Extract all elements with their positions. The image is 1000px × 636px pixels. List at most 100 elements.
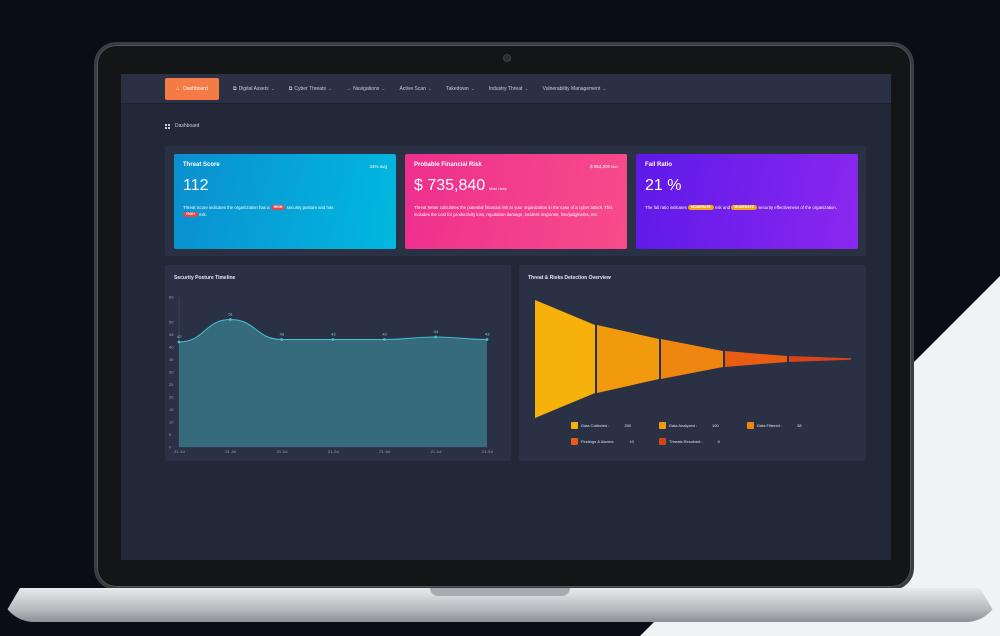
nav-item-label: Takedown <box>446 85 469 92</box>
desc-text: risk. <box>198 212 207 217</box>
legend-item[interactable]: Data Analyzed : 100 <box>659 422 719 429</box>
data-point <box>485 338 489 341</box>
card-meta: 34% avg <box>369 164 387 169</box>
threat-funnel-chart <box>535 300 851 418</box>
home-icon: ⌂ <box>176 85 180 92</box>
data-point <box>434 335 438 339</box>
legend-item[interactable]: Findings & Alarms: 10 <box>571 438 634 445</box>
x-tick-label: 21 Jul <box>174 449 185 454</box>
y-tick-label: 25 <box>169 382 174 387</box>
threat-detection-panel: Threat & Risks Detection Overview Data C… <box>519 265 866 461</box>
nav-takedown[interactable]: Takedown ⌄ <box>446 86 475 92</box>
y-tick-label: 45 <box>169 332 174 337</box>
security-posture-panel: Security Posture Timeline 0 5 10 15 20 25 30 35… <box>165 265 511 461</box>
data-point <box>331 338 335 341</box>
nav-dashboard-button[interactable]: ⌂ Dashboard <box>165 77 219 100</box>
dashboard-screen: ⌂ Dashboard ⧉ Digital Assets ⌄ ⧉ Cyber T… <box>121 74 891 560</box>
chevron-down-icon: ⌄ <box>524 85 529 92</box>
y-tick-label: 20 <box>169 395 174 400</box>
data-label: 43 <box>331 332 336 337</box>
legend-item[interactable]: Threats Resolved : 0 <box>659 438 720 445</box>
funnel-segment <box>661 339 723 379</box>
funnel-segment <box>725 351 787 367</box>
card-title: Threat Score <box>183 162 220 168</box>
x-tick-label: 21 Jul <box>431 449 442 454</box>
chevron-down-icon: ⌄ <box>470 85 475 92</box>
desc-text: Threat Score indicates the organization … <box>183 205 270 210</box>
nav-item-label: Vulnerability Management <box>542 85 601 92</box>
card-value: $ 735,840 Most Likely <box>414 177 618 195</box>
y-tick-label: 10 <box>169 420 174 425</box>
legend-value: 200 <box>624 423 632 428</box>
y-tick-label: 40 <box>169 345 174 350</box>
desc-text: risk and <box>714 205 731 210</box>
nav-industry-threat[interactable]: Industry Threat ⌄ <box>489 86 529 92</box>
summary-cards: Threat Score 34% avg 112 Threat Score in… <box>165 146 866 256</box>
financial-risk-card[interactable]: Probable Financial Risk $ 864,000 Max $ … <box>405 154 627 249</box>
threat-score-value: 112 <box>183 177 209 194</box>
nav-active-scan[interactable]: Active Scan ⌄ <box>400 86 433 92</box>
card-description: Threat Meter calculates the potential fi… <box>414 205 613 217</box>
nav-cyber-threats[interactable]: ⧉ Cyber Threats ⌄ <box>289 86 332 92</box>
legend-swatch <box>571 422 578 429</box>
chevron-down-icon: ⌄ <box>427 85 433 92</box>
data-label: 43 <box>382 332 387 337</box>
laptop-notch <box>430 588 570 596</box>
nav-item-label: Active Scan <box>399 85 426 92</box>
security-posture-chart: 0 5 10 15 20 25 30 35 40 45 50 60 42 21 Jul 51 21 Jul 43… <box>169 295 493 455</box>
breadcrumb: Dashboard <box>165 123 199 129</box>
data-label: 44 <box>434 329 439 334</box>
legend-value: 10 <box>629 439 634 444</box>
value-unit: Most Likely <box>489 187 507 191</box>
area-fill <box>179 319 487 447</box>
x-tick-label: 21 Jul <box>328 449 339 454</box>
data-label: 43 <box>485 332 490 337</box>
chevron-down-icon: ⌄ <box>602 85 607 92</box>
y-tick-label: 50 <box>169 320 174 325</box>
x-tick-label: 21 Jul <box>277 449 288 454</box>
camera-icon <box>503 54 511 62</box>
arrow-right-icon: → <box>346 85 352 92</box>
nav-vulnerability-management[interactable]: Vulnerability Management ⌄ <box>543 86 607 92</box>
fail-ratio-card[interactable]: Fail Ratio 21 % The fail ratio indicates… <box>636 154 858 249</box>
legend-label: Data Analyzed : <box>669 423 698 428</box>
legend-value: 100 <box>712 423 719 428</box>
nav-dashboard-label: Dashboard <box>183 85 208 92</box>
legend-item[interactable]: Data Collected : 200 <box>571 422 631 429</box>
desc-text: security effectiveness of the organizati… <box>758 205 837 210</box>
legend-label: Threats Resolved : <box>669 439 703 444</box>
data-point <box>280 338 284 341</box>
x-tick-label: 21 Jul <box>379 449 390 454</box>
card-title: Fail Ratio <box>645 162 673 168</box>
card-value: 21 % <box>645 177 849 195</box>
y-tick-label: 0 <box>169 445 172 450</box>
max-label: Max <box>611 165 618 169</box>
legend-swatch <box>571 438 578 445</box>
funnel-segment <box>597 325 659 393</box>
data-point <box>382 338 386 341</box>
legend-value: 38 <box>797 423 802 428</box>
nav-digital-assets[interactable]: ⧉ Digital Assets ⌄ <box>233 86 275 92</box>
y-tick-label: 60 <box>169 295 174 300</box>
threat-score-card[interactable]: Threat Score 34% avg 112 Threat Score in… <box>174 154 396 249</box>
data-label: 43 <box>280 332 285 337</box>
chevron-down-icon: ⌄ <box>270 85 275 92</box>
legend-value: 0 <box>717 439 720 444</box>
nav-item-label: Industry Threat <box>488 85 523 92</box>
legend-swatch <box>747 422 754 429</box>
breadcrumb-label[interactable]: Dashboard <box>175 123 200 129</box>
panel-title: Security Posture Timeline <box>174 275 236 281</box>
grid-icon <box>165 123 170 129</box>
card-value: 112 <box>183 177 387 195</box>
chevron-down-icon: ⌄ <box>327 85 333 92</box>
copy-icon: ⧉ <box>233 85 237 92</box>
legend-item[interactable]: Data Filtered : 38 <box>747 422 802 429</box>
data-point <box>228 318 232 321</box>
card-description: The fail ratio indicates MODERATE risk a… <box>645 204 849 211</box>
y-tick-label: 15 <box>169 407 174 412</box>
card-meta: $ 864,000 Max <box>590 164 618 169</box>
nav-item-label: Cyber Threats <box>294 85 326 92</box>
legend-label: Data Filtered : <box>757 423 783 428</box>
x-tick-label: 21 Jul <box>482 449 493 454</box>
nav-navigations[interactable]: → Navigations ⌄ <box>346 86 385 92</box>
